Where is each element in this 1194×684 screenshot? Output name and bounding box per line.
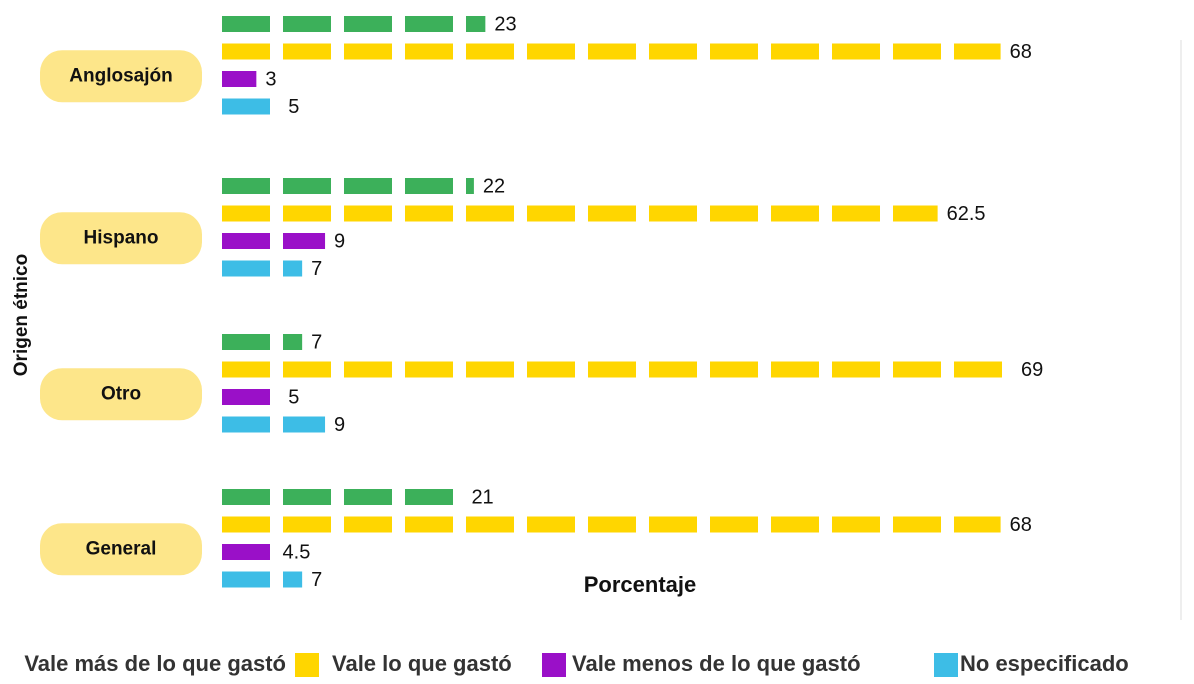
value-label: 23 bbox=[494, 13, 516, 35]
value-label: 62.5 bbox=[947, 203, 986, 225]
category-pill bbox=[40, 368, 202, 421]
category-label: General bbox=[86, 538, 157, 559]
value-label: 68 bbox=[1010, 514, 1032, 536]
legend-swatch bbox=[295, 653, 319, 677]
category-label: Anglosajón bbox=[69, 65, 172, 86]
value-label: 9 bbox=[334, 230, 345, 252]
value-label: 3 bbox=[265, 68, 276, 90]
legend-label: Vale menos de lo que gastó bbox=[572, 651, 861, 676]
value-label: 68 bbox=[1010, 41, 1032, 63]
value-label: 22 bbox=[483, 175, 505, 197]
value-label: 7 bbox=[311, 331, 322, 353]
legend-swatch bbox=[542, 653, 566, 677]
value-label: 21 bbox=[471, 486, 493, 508]
legend-label: Vale más de lo que gastó bbox=[24, 651, 286, 676]
x-axis-label: Porcentaje bbox=[584, 572, 697, 597]
legend-label: Vale lo que gastó bbox=[332, 651, 512, 676]
value-label: 4.5 bbox=[283, 541, 311, 563]
y-axis-label: Origen étnico bbox=[11, 254, 32, 376]
value-label: 69 bbox=[1021, 359, 1043, 381]
category-pill bbox=[40, 212, 202, 265]
value-label: 7 bbox=[311, 258, 322, 280]
value-label: 7 bbox=[311, 569, 322, 591]
value-label: 5 bbox=[288, 386, 299, 408]
category-pill bbox=[40, 523, 202, 576]
legend-label: No especificado bbox=[960, 651, 1129, 676]
category-label: Otro bbox=[101, 383, 141, 404]
category-label: Hispano bbox=[84, 227, 159, 248]
category-pill bbox=[40, 50, 202, 103]
value-label: 9 bbox=[334, 414, 345, 436]
value-label: 5 bbox=[288, 96, 299, 118]
legend-swatch bbox=[934, 653, 958, 677]
